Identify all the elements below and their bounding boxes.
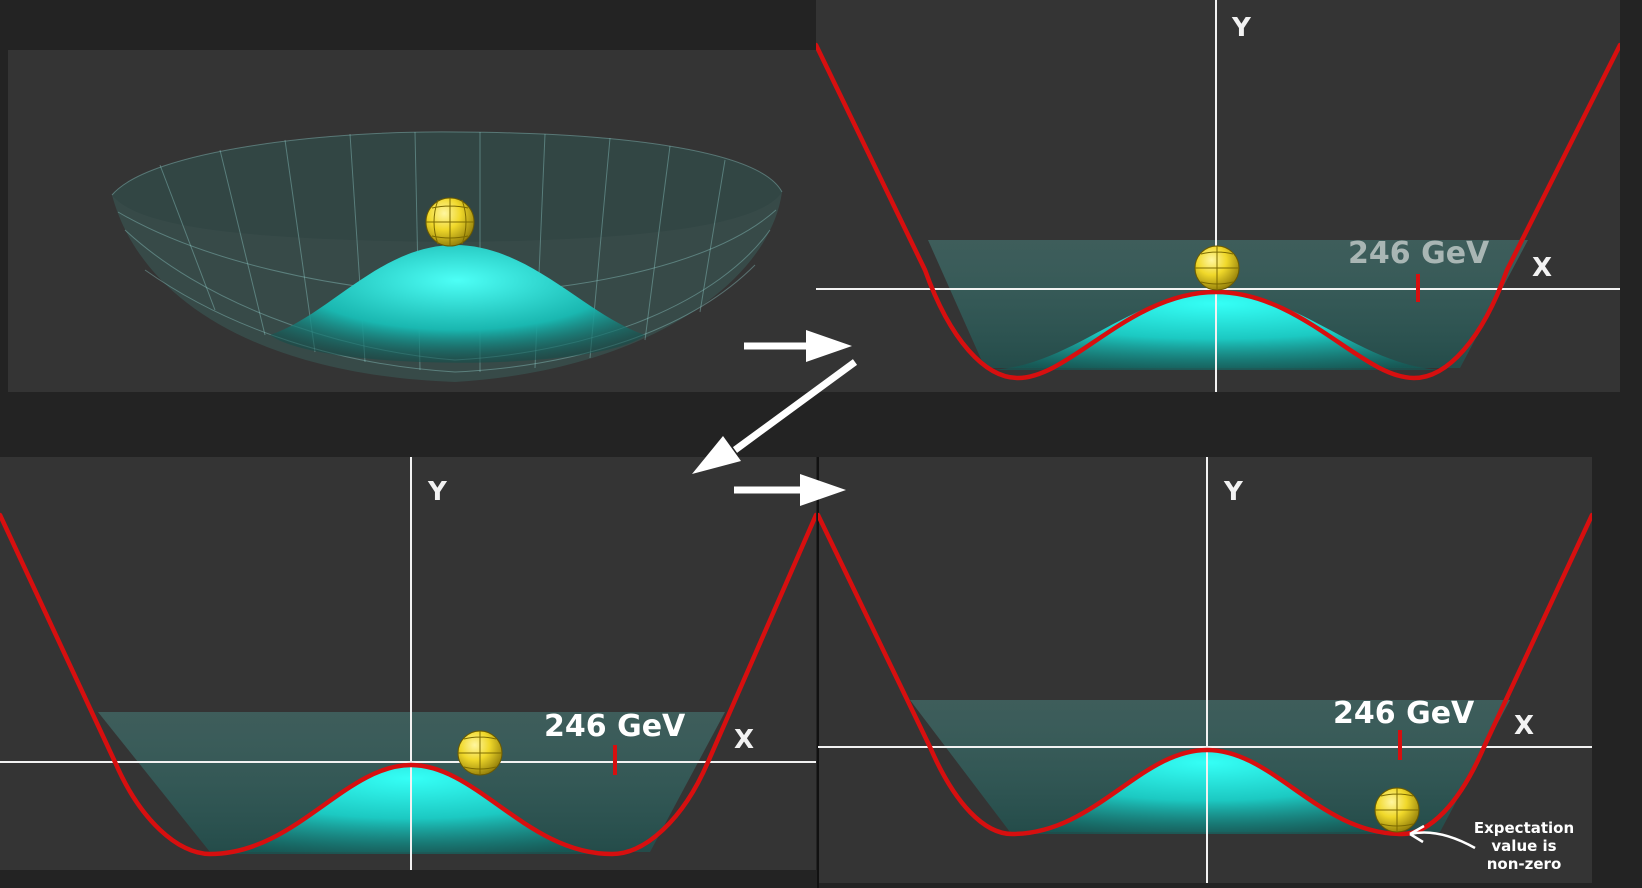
bowl-rim (112, 131, 782, 242)
annotation-line-3: non-zero (1487, 855, 1562, 873)
ball-icon (1194, 245, 1240, 291)
arrow-right-top (744, 330, 852, 362)
annotation-line-1: Expectation (1474, 819, 1574, 837)
potential-curve (816, 42, 1620, 381)
arrow-right-bottom (734, 474, 846, 506)
panel-bottom-left: 246 GeV Y X (0, 457, 816, 870)
arrow-down-left (692, 359, 858, 474)
annotation-arrow (1409, 831, 1476, 850)
x-axis-label: X (1514, 711, 1534, 741)
bowl-hump (270, 245, 645, 363)
energy-label: 246 GeV (1333, 696, 1475, 731)
panel-3d-bowl (8, 50, 816, 392)
y-axis-label: Y (1223, 477, 1244, 507)
panel-bottom-right: 246 GeV Y X Expectation value is non-zer… (817, 457, 1592, 888)
energy-label: 246 GeV (1348, 236, 1490, 271)
ball-icon (1374, 787, 1420, 833)
annotation-line-2: value is (1491, 837, 1556, 855)
ball-icon (457, 730, 503, 776)
potential-curve (0, 512, 816, 857)
x-axis-label: X (734, 725, 754, 755)
y-axis-label: Y (1231, 13, 1252, 43)
potential-curve (818, 512, 1592, 837)
ball-icon (425, 197, 475, 247)
panel-top-right: 246 GeV Y X (816, 0, 1620, 392)
energy-label: 246 GeV (544, 709, 686, 744)
x-axis-label: X (1532, 253, 1552, 283)
y-axis-label: Y (427, 477, 448, 507)
